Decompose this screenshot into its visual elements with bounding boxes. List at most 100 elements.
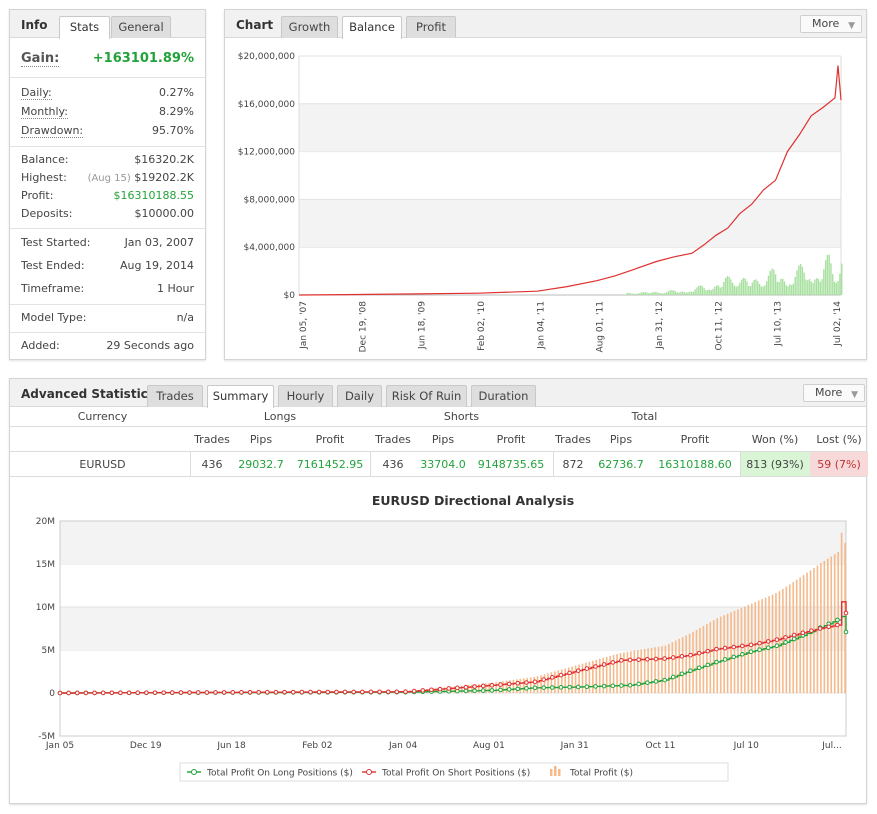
total-profit-bar xyxy=(723,615,725,693)
volume-bar xyxy=(696,287,698,295)
total-profit-bar xyxy=(716,618,719,693)
info-title: Info xyxy=(21,18,48,32)
total-profit-bar xyxy=(778,591,781,693)
total-profit-bar xyxy=(609,655,611,693)
long-profit-series-point xyxy=(515,686,521,692)
volume-bar xyxy=(790,284,793,295)
long-profit-series-point xyxy=(705,662,711,668)
divider xyxy=(10,476,866,477)
total-profit-bar xyxy=(768,596,770,693)
tab-trades[interactable]: Trades xyxy=(147,385,203,407)
tab-stats[interactable]: Stats xyxy=(59,16,110,39)
volume-bar xyxy=(651,292,653,295)
grid-band xyxy=(299,103,841,152)
volume-bar xyxy=(826,254,829,295)
total-profit-bar xyxy=(692,631,694,693)
volume-bar xyxy=(676,292,679,295)
volume-bar xyxy=(724,278,727,295)
tab-risk-of-ruin[interactable]: Risk Of Ruin xyxy=(386,385,467,407)
volume-bar xyxy=(823,269,825,295)
long-profit-series-point xyxy=(463,688,469,694)
tab-duration[interactable]: Duration xyxy=(471,385,536,407)
header-long-trades: Trades xyxy=(194,433,230,446)
info-tabbar: Info Stats General xyxy=(10,10,205,39)
volume-bar xyxy=(769,270,771,295)
short-profit-series-point xyxy=(135,690,141,696)
total-profit-bar xyxy=(516,679,518,693)
total-profit-bar xyxy=(650,647,653,693)
tab-hourly[interactable]: Hourly xyxy=(278,385,333,407)
volume-bar xyxy=(728,276,730,295)
short-profit-series-point xyxy=(662,656,667,661)
header-short-pips: Pips xyxy=(431,433,455,446)
volume-bar xyxy=(655,291,657,295)
total-profit-bar xyxy=(844,542,846,693)
short-profit-series-point xyxy=(213,690,218,695)
tab-summary[interactable]: Summary xyxy=(207,385,274,408)
legend-label: Total Profit On Long Positions ($) xyxy=(206,769,353,779)
volume-bar xyxy=(692,291,695,295)
short-profit-series-point xyxy=(360,689,365,695)
long-profit-series-point xyxy=(627,682,633,688)
advanced-more-button[interactable]: More ▼ xyxy=(803,384,865,402)
row-short-pips: 33704.0 xyxy=(420,458,466,471)
volume-bar xyxy=(785,285,788,295)
long-profit-series-point xyxy=(774,643,780,648)
short-profit-series-point xyxy=(670,655,676,660)
short-profit-series-point xyxy=(204,690,210,695)
divider xyxy=(10,332,205,333)
total-profit-bar xyxy=(636,650,639,693)
volume-bar xyxy=(706,290,709,295)
volume-bar xyxy=(796,270,798,295)
long-profit-series-point xyxy=(584,684,590,689)
short-profit-series-point xyxy=(653,656,659,662)
volume-bar xyxy=(835,282,838,295)
volume-bar xyxy=(789,284,791,295)
y-tick-label: $16,000,000 xyxy=(238,100,296,110)
short-profit-series-point xyxy=(256,689,261,695)
row-short-trades: 436 xyxy=(382,458,404,471)
test-ended-value: Aug 19, 2014 xyxy=(120,259,194,272)
short-profit-series-point xyxy=(264,689,270,695)
volume-bar xyxy=(817,278,820,295)
volume-bar xyxy=(794,276,796,295)
chart-more-button[interactable]: More ▼ xyxy=(800,15,862,33)
y-tick-label: 0 xyxy=(49,689,55,699)
volume-bar xyxy=(667,291,670,295)
short-profit-series-point xyxy=(195,690,201,695)
x-tick-label: Jan 31, '12 xyxy=(655,301,665,350)
divider xyxy=(10,77,205,78)
volume-bar xyxy=(683,292,686,295)
total-profit-bar xyxy=(481,683,484,693)
x-tick-label: Aug 01 xyxy=(473,741,505,751)
drawdown-label[interactable]: Drawdown: xyxy=(21,124,84,138)
highest-value: $19202.2K xyxy=(134,171,194,184)
gain-label[interactable]: Gain: xyxy=(21,51,60,67)
total-profit-bar xyxy=(443,687,446,693)
tab-profit[interactable]: Profit xyxy=(406,16,456,38)
total-profit-bar xyxy=(612,654,615,693)
model-type-value: n/a xyxy=(176,311,194,324)
total-profit-bar xyxy=(712,620,715,693)
volume-bar xyxy=(710,290,712,295)
total-profit-bar xyxy=(685,635,687,693)
daily-label[interactable]: Daily: xyxy=(21,86,52,100)
header-shorts: Shorts xyxy=(443,410,480,423)
tab-balance[interactable]: Balance xyxy=(342,16,402,39)
tab-growth[interactable]: Growth xyxy=(281,16,338,38)
tab-general[interactable]: General xyxy=(111,16,171,38)
row-lost: 59 (7%) xyxy=(817,458,861,471)
short-profit-series-point xyxy=(230,690,236,695)
total-profit-bar xyxy=(681,637,684,693)
volume-bar xyxy=(783,281,786,295)
volume-bar xyxy=(814,279,816,295)
monthly-label[interactable]: Monthly: xyxy=(21,105,68,119)
test-ended-label: Test Ended: xyxy=(21,259,85,272)
tab-daily[interactable]: Daily xyxy=(337,385,382,407)
timeframe-label: Timeframe: xyxy=(21,282,85,295)
volume-bar xyxy=(787,286,789,295)
divider xyxy=(10,228,205,229)
x-tick-label: Oct 11 xyxy=(646,741,676,751)
divider xyxy=(370,452,371,476)
long-profit-series-point xyxy=(645,680,650,685)
